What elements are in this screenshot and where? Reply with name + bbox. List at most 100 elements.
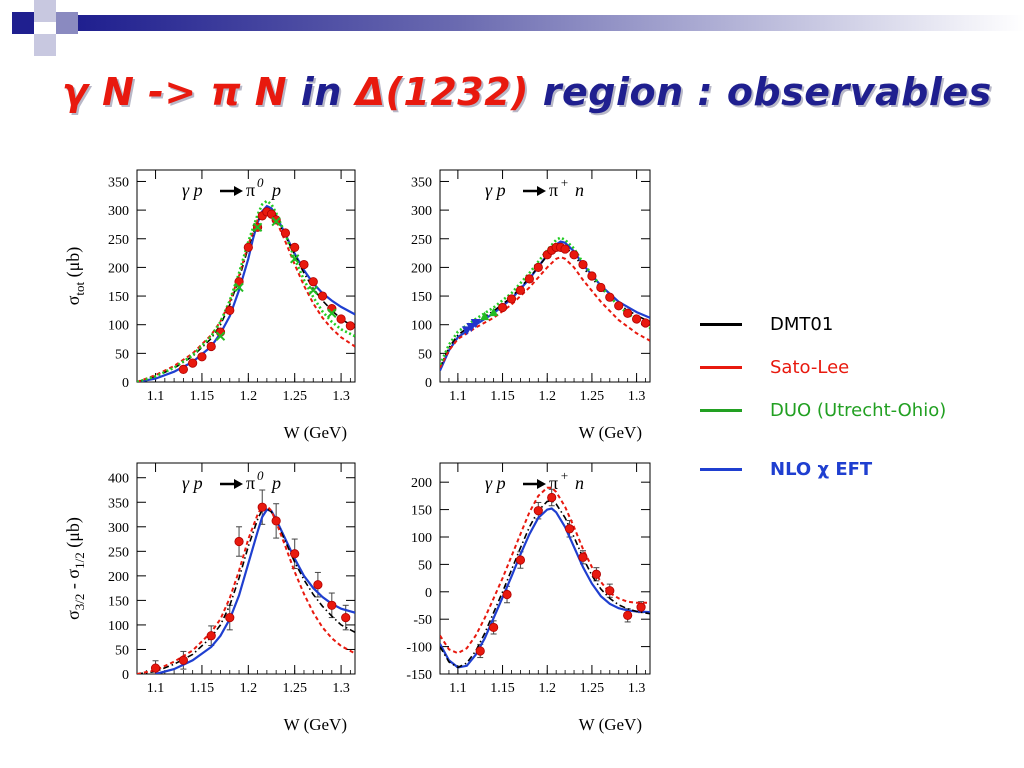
data-point [290,242,300,252]
y-tick-label: 50 [115,347,129,362]
title-part: γ N -> π N [62,70,288,114]
data-point-triangle [489,307,499,317]
data-point [533,506,543,516]
data-point-triangle [470,318,481,328]
x-tick-label: 1.1 [449,681,467,696]
data-point [564,524,575,534]
data-point [317,291,328,301]
legend-item: DMT01 [700,312,833,336]
plot-frame [439,169,651,383]
corner-square-light [34,34,56,56]
x-tick-label: 1.1 [449,389,467,404]
data-point [225,305,235,315]
curve-sato_lee [440,256,650,369]
reaction-pion-charge: + [560,468,569,483]
data-point [489,622,499,633]
x-tick-label: 1.2 [240,389,258,404]
data-point-cross [234,282,244,293]
data-point [327,600,337,610]
plot-area [137,489,355,674]
data-point [206,341,216,352]
y-tick-label: 50 [418,558,432,573]
x-tick-label: 1.2 [240,681,258,696]
arrow-head-icon [537,479,546,489]
reaction-pion-charge: 0 [257,468,264,483]
data-point [623,610,633,620]
y-label-unit: (μb) [63,247,84,282]
data-point-cross [215,331,226,341]
x-tick-label: 1.25 [580,681,605,696]
legend-item: Sato-Lee [700,355,849,379]
x-axis-label: W (GeV) [284,715,347,734]
x-tick-label: 1.2 [538,389,556,404]
y-tick-label: 200 [108,570,129,585]
reaction-pion-charge: + [560,175,569,190]
x-tick-label: 1.15 [490,389,515,404]
reaction-pion: π [246,473,255,493]
chart-helicity-difference-piplus: -150 -100 -50 0 50 100 150 200 1.1 1.15 1.2 1.25 1.3… [406,462,651,734]
data-point [280,228,291,238]
y-tick-label: 200 [411,261,432,276]
y-axis-label: σtot (μb) [63,247,87,306]
y-tick-label: 250 [108,545,129,560]
y-tick-label: 150 [108,594,129,609]
reaction-pion-charge: 0 [257,175,264,190]
legend-item: DUO (Utrecht-Ohio) [700,398,946,422]
curve-nlo [155,508,355,674]
y-tick-label: 50 [418,347,432,362]
y-tick-label: 0 [122,668,129,683]
y-tick-label: 350 [108,496,129,511]
x-tick-label: 1.25 [580,389,605,404]
y-label-base: σ [63,295,83,305]
legend-line-swatch [700,467,742,471]
arrow-head-icon [537,186,546,196]
y-tick-label: 150 [108,290,129,305]
y-tick-label: 350 [108,175,129,190]
y-tick-label: -150 [406,668,432,683]
data-point [533,262,543,273]
data-point [206,631,216,641]
x-tick-label: 1.1 [147,681,165,696]
y-tick-label: 300 [108,204,129,219]
data-point [569,250,579,260]
data-point [257,502,267,512]
y-tick-label: 0 [425,586,432,601]
data-point [587,271,597,281]
y-label-sub2: 1/2 [72,552,87,569]
data-point [271,516,281,526]
chart-helicity-difference-pi0: 0 50 100 150 200 250 300 350 400 1.1 1.15 1.2 1.25 1.… [63,462,356,734]
legend-label: DUO (Utrecht-Ohio) [770,399,947,421]
data-point [313,580,323,590]
data-point [631,314,642,324]
reaction-label-left: γ p [182,473,203,493]
data-point [308,277,318,287]
data-point [524,274,534,284]
data-point [640,318,650,328]
y-tick-label: 100 [411,531,432,546]
plot-frame [136,169,356,383]
data-point [188,358,198,368]
x-tick-label: 1.2 [538,681,556,696]
chart-total-cross-section-pi0: 0 50 100 150 200 250 300 350 1.1 1.15 1.2 1.25 1.3 W … [63,169,356,442]
data-point [150,663,161,673]
x-tick-label: 1.3 [628,681,646,696]
x-tick-label: 1.15 [490,681,515,696]
data-point-triangle [466,322,477,332]
x-tick-label: 1.25 [282,681,307,696]
data-point [623,308,633,318]
x-tick-label: 1.15 [190,389,215,404]
y-tick-label: 0 [425,376,432,391]
reaction-recoil: p [270,473,281,493]
data-point [290,549,300,559]
y-tick-label: 100 [108,619,129,634]
reaction-label-left: γ p [485,180,506,200]
data-point [578,259,588,270]
y-tick-label: -50 [413,613,432,628]
legend-label: Sato-Lee [770,356,850,378]
corner-square-light [34,0,56,22]
chart-total-cross-section-piplus: 0 50 100 150 200 250 300 350 1.1 1.15 1.2 1.25 1.3 W … [411,169,651,442]
data-point [271,215,281,225]
x-tick-label: 1.15 [190,681,215,696]
data-point [299,259,309,270]
legend-line-swatch [700,365,742,369]
